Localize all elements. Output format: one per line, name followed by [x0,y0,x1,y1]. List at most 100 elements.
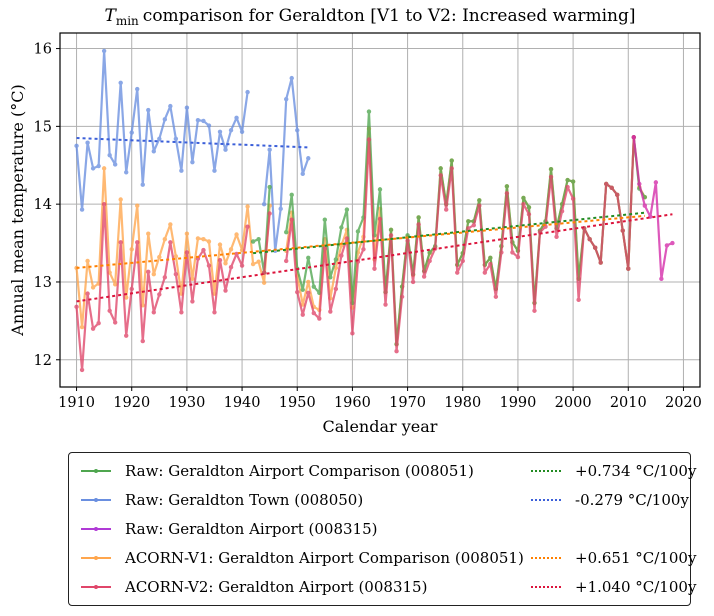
data-point [157,136,162,142]
data-point [488,255,493,261]
data-point [173,136,179,142]
data-point [570,179,576,184]
data-point [190,276,195,282]
data-point [184,250,190,255]
data-point [300,171,305,177]
data-point [101,48,107,54]
data-point [504,184,510,189]
data-point [438,173,443,178]
data-point [559,208,565,214]
data-point [195,236,201,241]
data-point [245,89,250,95]
data-point [195,117,201,123]
data-point [554,234,559,240]
data-point [234,115,239,121]
data-point [173,271,179,277]
data-point [377,187,383,192]
data-point [361,247,366,252]
data-point [261,201,267,207]
y-tick-label: 12 [34,353,52,369]
legend-swatch [529,465,563,477]
data-point [162,236,168,242]
series-0 [74,48,311,254]
series-layer [74,48,675,373]
data-point [306,156,311,161]
legend-swatch [79,581,113,593]
data-point [306,290,311,296]
x-axis: 1910 1920 1930 1940 1950 1960 1970 1980 1990 2000… [58,387,702,411]
data-point [261,280,267,285]
x-tick-label: 1960 [334,395,371,411]
data-point [664,243,670,248]
data-point [410,279,416,285]
chart-title: Tmin comparison for Geraldton [V1 to V2: … [105,6,636,28]
data-point [377,216,383,222]
data-point [179,168,184,173]
data-point [118,197,123,202]
data-point [118,80,123,85]
data-point [74,304,79,310]
legend-swatch [79,552,113,564]
trend-line-3 [76,213,673,303]
data-point [515,254,521,260]
y-axis-label: Annual mean temperature (°C) [8,84,27,336]
data-point [151,149,156,154]
legend-trend-item: +0.651 °C/100y [529,547,696,569]
data-point [333,286,339,292]
legend-label: +0.734 °C/100y [575,462,697,480]
data-point [124,333,129,338]
data-point [173,254,179,259]
data-point [256,236,261,242]
data-point [151,271,156,277]
legend-swatch [79,494,113,506]
x-tick-label: 2000 [555,395,592,411]
legend-label: Raw: Geraldton Airport (008315) [125,520,378,538]
legend-swatch [529,494,563,506]
data-point [328,309,333,314]
legend-swatch [79,523,113,535]
data-point [135,86,140,92]
data-point [157,254,162,260]
data-point [609,185,614,191]
data-point [653,180,659,185]
data-point [278,206,283,212]
data-point [289,217,294,222]
data-point [488,261,493,267]
trend-line-2 [76,214,645,269]
data-point [344,207,350,212]
legend-item: Raw: Geraldton Airport Comparison (00805… [79,460,474,482]
x-tick-label: 2010 [610,395,647,411]
data-point [383,302,388,307]
data-point [107,152,112,158]
data-point [427,258,432,264]
data-point [107,308,112,313]
series-3 [74,135,636,373]
data-point [548,166,554,172]
data-point [124,170,129,175]
data-point [548,174,554,180]
data-point [228,264,234,270]
data-point [526,205,532,210]
data-point [112,282,118,287]
data-point [179,310,184,315]
series-2 [250,109,648,347]
data-point [239,129,245,135]
x-tick-label: 1910 [58,395,95,411]
data-point [168,103,173,109]
data-point [466,226,471,231]
data-point [206,263,212,268]
data-point [90,285,96,290]
data-point [217,129,223,135]
data-point [79,367,85,373]
x-tick-label: 2020 [665,395,702,411]
legend-label: -0.279 °C/100y [575,491,689,509]
data-point [416,222,421,227]
series-line [285,137,635,353]
data-point [637,181,642,187]
data-point [217,257,223,263]
data-point [206,239,212,244]
legend-swatch [79,465,113,477]
data-point [289,192,294,198]
data-point [284,258,289,264]
data-point [140,338,145,344]
